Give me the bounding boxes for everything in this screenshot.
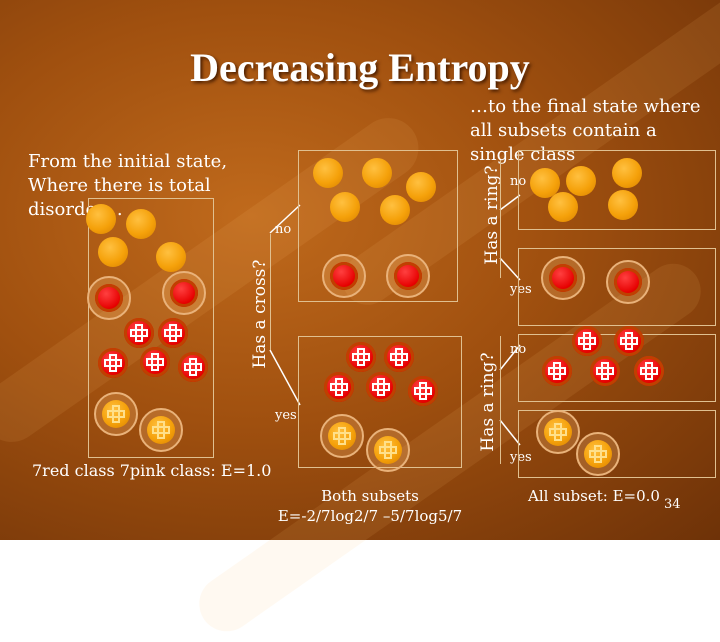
ring-circle bbox=[162, 271, 206, 315]
red-cross-circle bbox=[124, 318, 154, 348]
red-cross-circle bbox=[366, 372, 396, 402]
ring-circle bbox=[322, 254, 366, 298]
orange-circle bbox=[380, 195, 410, 225]
orange-circle bbox=[86, 204, 116, 234]
ring-circle bbox=[87, 276, 131, 320]
orange-circle bbox=[548, 192, 578, 222]
initial-entropy-caption: 7red class 7pink class: E=1.0 bbox=[32, 461, 272, 480]
orange-circle bbox=[330, 192, 360, 222]
ring-question-divider-bottom bbox=[500, 336, 501, 464]
orange-circle bbox=[126, 209, 156, 239]
yes-label: yes bbox=[510, 282, 532, 297]
final-subset-box bbox=[518, 248, 716, 326]
page-number: 34 bbox=[664, 497, 681, 512]
red-cross-circle bbox=[614, 326, 644, 356]
ring-circle bbox=[366, 428, 410, 472]
ring-circle bbox=[139, 408, 183, 452]
ring-circle bbox=[541, 256, 585, 300]
orange-circle bbox=[612, 158, 642, 188]
subtitle-text: …to the final state where all subsets co… bbox=[470, 96, 701, 165]
final-entropy-caption: All subset: E=0.0 bbox=[528, 487, 660, 505]
red-cross-circle bbox=[408, 376, 438, 406]
initial-set-box bbox=[88, 198, 214, 458]
red-cross-circle bbox=[324, 372, 354, 402]
red-cross-circle bbox=[634, 356, 664, 386]
red-cross-circle bbox=[542, 356, 572, 386]
red-cross-circle bbox=[346, 342, 376, 372]
orange-circle bbox=[406, 172, 436, 202]
yes-label: yes bbox=[275, 408, 297, 423]
orange-circle bbox=[566, 166, 596, 196]
red-cross-circle bbox=[572, 326, 602, 356]
red-cross-circle bbox=[140, 347, 170, 377]
cross-question-divider bbox=[270, 234, 271, 350]
red-cross-circle bbox=[590, 356, 620, 386]
slide-title: Decreasing Entropy bbox=[190, 45, 530, 90]
yes-label: yes bbox=[510, 450, 532, 465]
orange-circle bbox=[98, 237, 128, 267]
ring-circle bbox=[94, 392, 138, 436]
ring-circle bbox=[606, 260, 650, 304]
both-subsets-entropy: E=-2/7log2/7 –5/7log5/7 bbox=[277, 507, 463, 525]
red-cross-circle bbox=[158, 318, 188, 348]
ring-circle bbox=[536, 410, 580, 454]
red-cross-circle bbox=[98, 348, 128, 378]
orange-circle bbox=[608, 190, 638, 220]
red-cross-circle bbox=[384, 342, 414, 372]
ring-circle bbox=[576, 432, 620, 476]
ring-question-label-bottom: Has a ring? bbox=[478, 352, 498, 452]
no-label: no bbox=[275, 222, 292, 237]
orange-circle bbox=[313, 158, 343, 188]
final-subset-box bbox=[518, 410, 716, 478]
final-subset-box bbox=[518, 150, 716, 230]
red-cross-circle bbox=[178, 352, 208, 382]
orange-circle bbox=[156, 242, 186, 272]
no-cross-set-box bbox=[298, 150, 458, 302]
ring-circle bbox=[320, 414, 364, 458]
ring-circle bbox=[386, 254, 430, 298]
orange-circle bbox=[362, 158, 392, 188]
cross-question-label: Has a cross? bbox=[250, 259, 270, 369]
ring-question-divider-top bbox=[500, 160, 501, 278]
both-subsets-caption: Both subsets bbox=[321, 487, 419, 505]
